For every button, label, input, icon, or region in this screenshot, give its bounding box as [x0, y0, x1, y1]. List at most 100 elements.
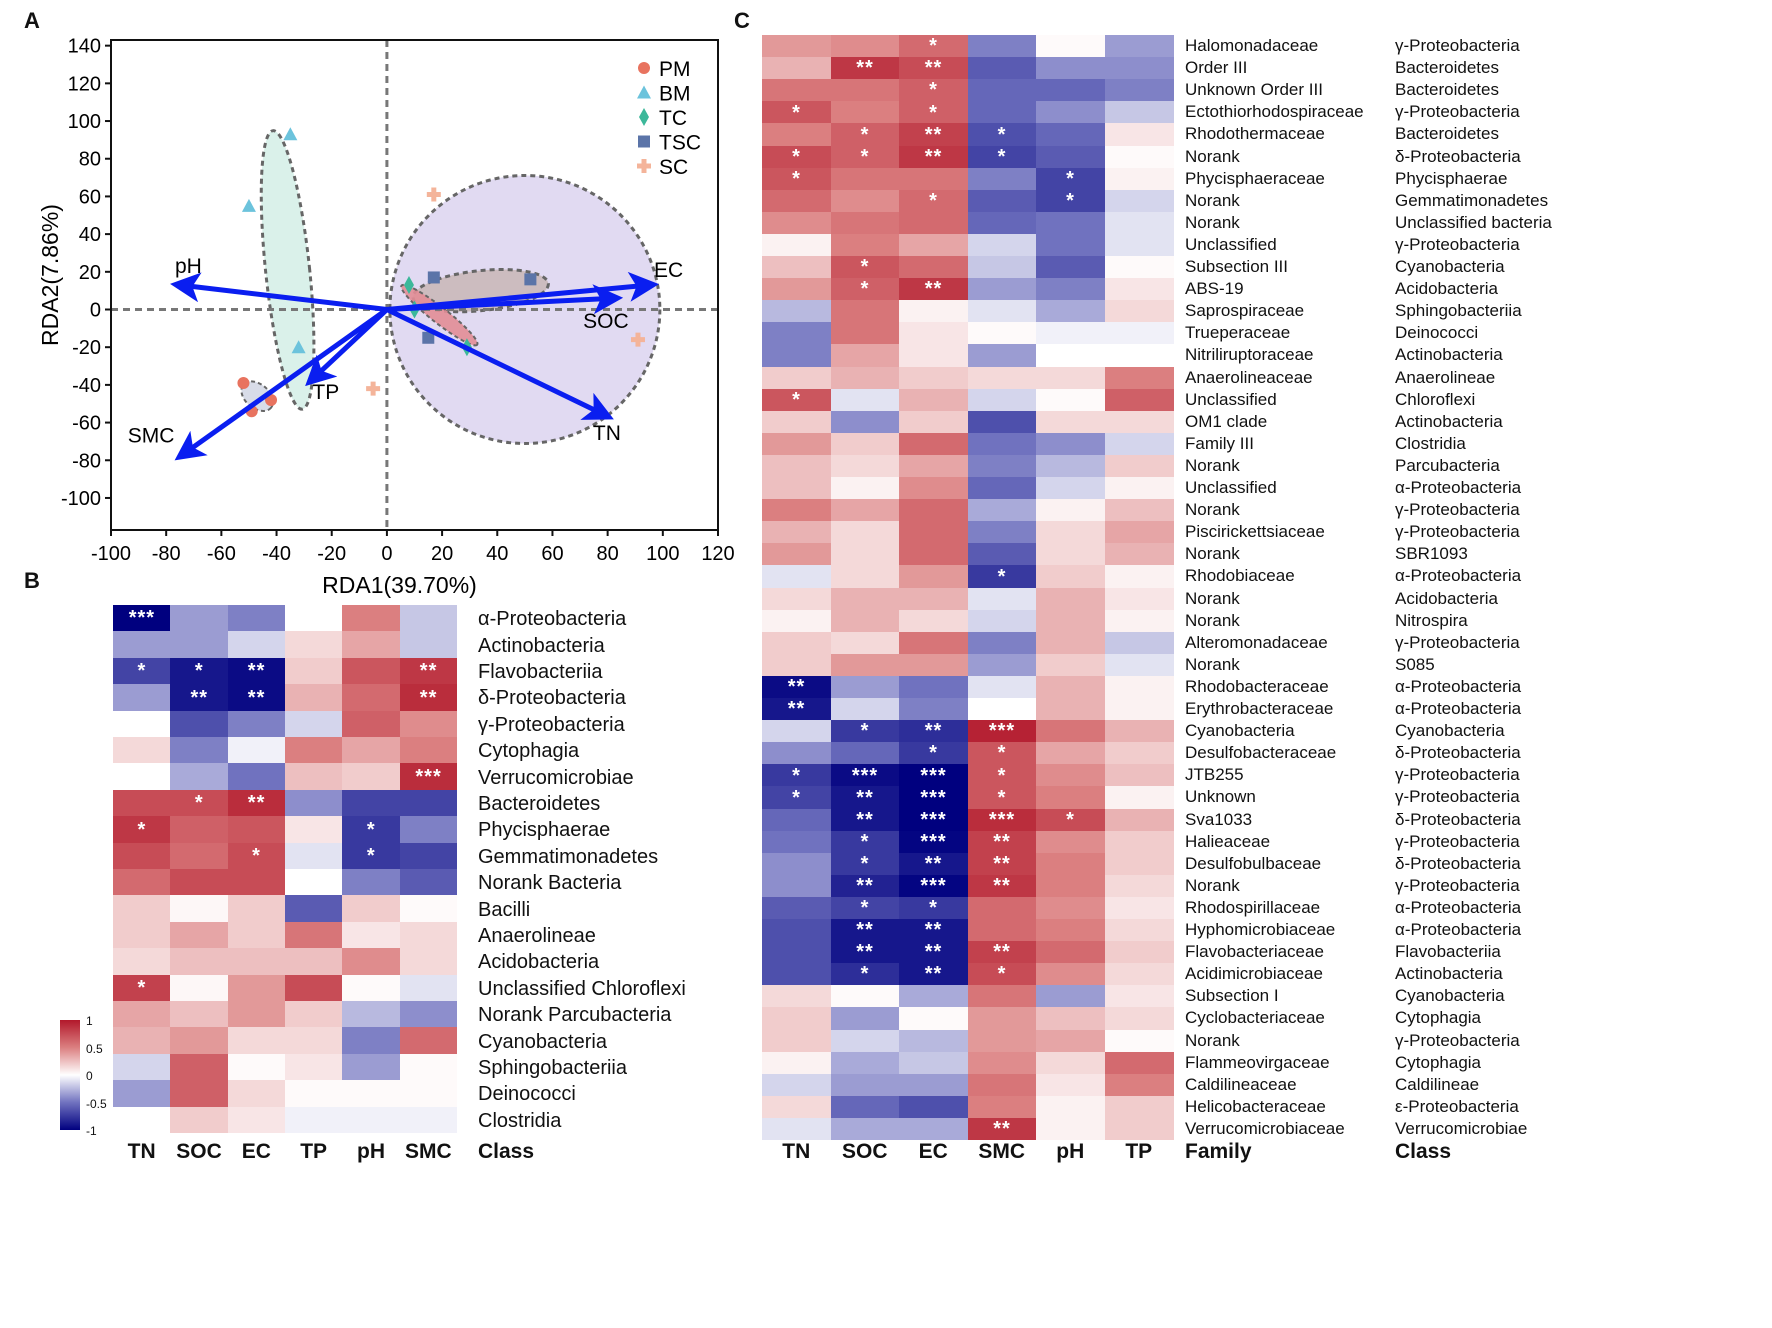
heatmap-cell — [170, 921, 229, 949]
heatmap-cell — [342, 605, 401, 632]
heatmap-cell — [170, 1106, 229, 1134]
row-label: Erythrobacteraceae — [1185, 699, 1334, 719]
heatmap-cell — [227, 1027, 286, 1055]
heatmap-cell: ** — [967, 852, 1037, 876]
row-label: Flavobacteriaceae — [1185, 942, 1324, 962]
heatmap-cell: * — [762, 388, 831, 412]
heatmap-cell — [762, 432, 831, 456]
heatmap-cell: ** — [899, 278, 968, 301]
legend-marker-bm — [637, 85, 651, 99]
heatmap-cell: *** — [113, 605, 171, 632]
heatmap-cell: * — [830, 123, 900, 146]
class-label: Cytophagia — [1395, 1052, 1482, 1072]
row-label: Norank — [1185, 212, 1240, 232]
heatmap-cell — [170, 1027, 229, 1055]
heatmap-cell — [967, 653, 1037, 677]
row-label: Rhodospirillaceae — [1185, 897, 1321, 917]
heatmap-cell: ** — [967, 830, 1037, 854]
legend-marker-tsc — [638, 135, 650, 148]
class-label: Bacteroidetes — [1395, 124, 1499, 144]
heatmap-cell — [1104, 410, 1174, 434]
heatmap-cell — [113, 684, 171, 712]
heatmap-cell: ** — [227, 657, 286, 685]
heatmap-cell — [967, 1073, 1037, 1097]
legend-label-tsc: TSC — [659, 132, 701, 155]
panel-label-b: B — [24, 568, 40, 593]
heatmap-cell: * — [899, 79, 968, 102]
heatmap-cell — [399, 1027, 458, 1055]
heatmap-cell — [762, 852, 831, 876]
heatmap-cell — [1036, 720, 1105, 743]
x-tick-label: -40 — [262, 543, 291, 565]
class-label: δ-Proteobacteria — [1395, 809, 1521, 829]
heatmap-cell — [1036, 852, 1105, 876]
row-label: Unknown — [1185, 787, 1256, 807]
heatmap-cell: ** — [899, 145, 968, 169]
row-label: Acidobacteria — [478, 951, 600, 974]
heatmap-cell — [285, 948, 343, 976]
heatmap-cell: ** — [399, 684, 458, 712]
heatmap-cell — [1036, 675, 1105, 699]
heatmap-cell: * — [830, 145, 900, 169]
arrow-ph — [170, 272, 388, 312]
row-label: γ-Proteobacteria — [478, 713, 625, 736]
bm-point — [283, 127, 298, 141]
series-sc — [366, 187, 645, 396]
heatmap-cell — [399, 948, 458, 976]
heatmap-cell — [342, 631, 401, 659]
heatmap-cell — [899, 698, 968, 721]
heatmap-cell — [285, 842, 343, 870]
heatmap-cell — [967, 454, 1037, 478]
row-label: Gemmatimonadetes — [478, 845, 659, 868]
class-label: Clostridia — [1395, 433, 1466, 453]
heatmap-cell — [899, 300, 968, 323]
heatmap-cell — [1036, 1095, 1105, 1119]
heatmap-cell — [399, 1080, 458, 1108]
y-tick-label: 80 — [79, 149, 101, 171]
bm-point — [241, 198, 256, 212]
heatmap-cell — [899, 609, 968, 633]
heatmap-cell: ** — [830, 919, 900, 942]
row-label: Anaerolineaceae — [1185, 367, 1313, 387]
column-label: EC — [918, 1140, 948, 1163]
panel-label-a: A — [24, 8, 40, 33]
heatmap-cell — [899, 985, 968, 1008]
heatmap-cell — [762, 631, 831, 655]
x-tick-label: -20 — [317, 543, 346, 565]
heatmap-cell — [830, 698, 900, 721]
heatmap-cell — [899, 322, 968, 345]
row-label: Subsection III — [1185, 257, 1289, 277]
heatmap-cell: * — [342, 842, 401, 870]
series-tsc — [422, 271, 537, 344]
heatmap-cell: *** — [967, 808, 1037, 832]
heatmap-cell — [1036, 278, 1105, 301]
heatmap-cell — [762, 477, 831, 500]
heatmap-cell — [1104, 720, 1174, 743]
row-label: Cyanobacteria — [1185, 721, 1295, 741]
heatmap-cell — [170, 1053, 229, 1081]
heatmap-cell: ** — [762, 675, 831, 699]
heatmap-cell — [830, 1007, 900, 1030]
heatmap-cell: * — [899, 742, 968, 765]
heatmap-cell: * — [762, 764, 831, 787]
heatmap-cell — [342, 1053, 401, 1081]
heatmap-cell — [899, 565, 968, 588]
heatmap-cell — [1104, 631, 1174, 655]
heatmap-cell — [830, 609, 900, 633]
heatmap-cell — [967, 919, 1037, 942]
heatmap-cell — [762, 256, 831, 279]
class-label: α-Proteobacteria — [1395, 897, 1522, 917]
heatmap-cell — [830, 1073, 900, 1097]
class-label: Acidobacteria — [1395, 588, 1499, 608]
heatmap-cell — [1036, 256, 1105, 279]
heatmap-cell — [830, 742, 900, 765]
y-tick-label: 40 — [79, 224, 101, 246]
row-label: Norank — [1185, 544, 1240, 564]
row-label: Actinobacteria — [478, 634, 605, 657]
heatmap-cell — [1036, 609, 1105, 633]
heatmap-cell — [1104, 1029, 1174, 1053]
heatmap-cell: * — [899, 896, 968, 920]
row-label: Norank — [1185, 875, 1240, 895]
class-label: γ-Proteobacteria — [1395, 36, 1520, 56]
class-label: Actinobacteria — [1395, 345, 1503, 365]
